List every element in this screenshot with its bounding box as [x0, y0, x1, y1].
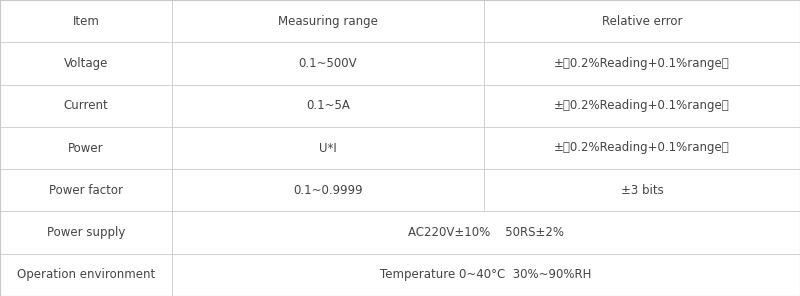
Text: Power: Power [68, 141, 104, 155]
Bar [172, 0, 484, 42]
Text: 0.1~0.9999: 0.1~0.9999 [293, 184, 363, 197]
Text: Operation environment: Operation environment [17, 268, 155, 281]
Bar [172, 85, 484, 127]
Bar [0, 211, 172, 254]
Text: U*I: U*I [319, 141, 337, 155]
Bar [0, 0, 172, 42]
Bar [0, 42, 172, 85]
Text: ±（0.2%Reading+0.1%range）: ±（0.2%Reading+0.1%range） [554, 141, 730, 155]
Text: Relative error: Relative error [602, 15, 682, 28]
Bar [484, 0, 800, 42]
Text: Power factor: Power factor [49, 184, 123, 197]
Bar [172, 42, 484, 85]
Bar [484, 127, 800, 169]
Bar [0, 85, 172, 127]
Bar [172, 127, 484, 169]
Text: 0.1~500V: 0.1~500V [298, 57, 358, 70]
Text: Measuring range: Measuring range [278, 15, 378, 28]
Text: ±（0.2%Reading+0.1%range）: ±（0.2%Reading+0.1%range） [554, 99, 730, 112]
Text: Power supply: Power supply [47, 226, 125, 239]
Text: AC220V±10%    50RS±2%: AC220V±10% 50RS±2% [408, 226, 564, 239]
Bar [0, 169, 172, 211]
Text: Current: Current [64, 99, 108, 112]
Bar [484, 85, 800, 127]
Text: Voltage: Voltage [64, 57, 108, 70]
Text: ±3 bits: ±3 bits [621, 184, 663, 197]
Text: ±（0.2%Reading+0.1%range）: ±（0.2%Reading+0.1%range） [554, 57, 730, 70]
Bar [484, 169, 800, 211]
Bar [172, 169, 484, 211]
Bar [0, 127, 172, 169]
Text: Temperature 0~40°C  30%~90%RH: Temperature 0~40°C 30%~90%RH [380, 268, 592, 281]
Bar [484, 42, 800, 85]
Bar [172, 254, 800, 296]
Bar [172, 211, 800, 254]
Text: Item: Item [73, 15, 99, 28]
Bar [0, 254, 172, 296]
Text: 0.1~5A: 0.1~5A [306, 99, 350, 112]
